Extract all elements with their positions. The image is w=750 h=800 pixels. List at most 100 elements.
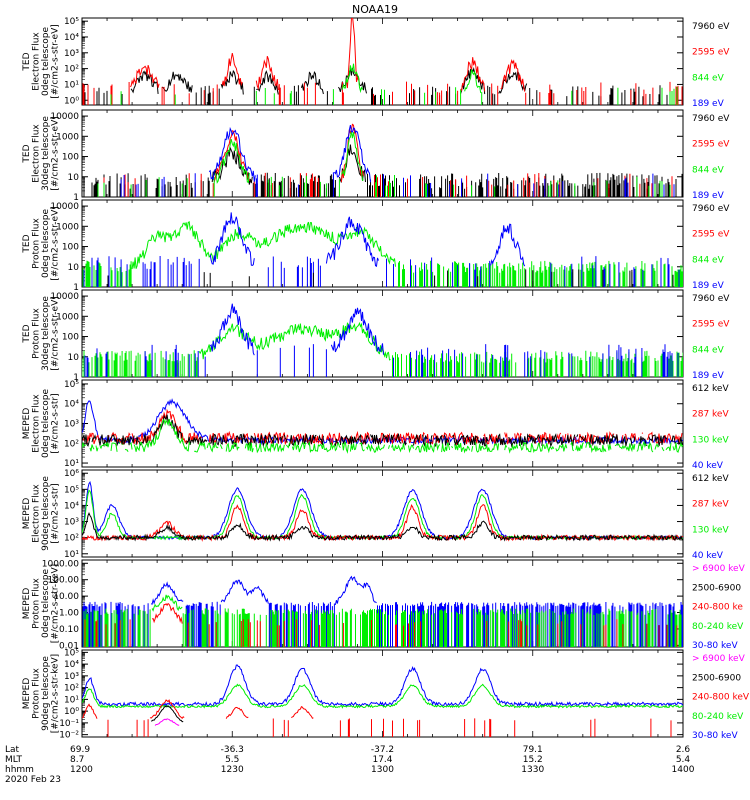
y-axis-label-line: 0deg telescope	[41, 27, 51, 97]
y-axis-label-line: TED	[22, 324, 32, 343]
y-tick-label: 10000	[50, 112, 79, 122]
y-tick-label: 10⁶	[64, 469, 79, 479]
series-green-trace	[82, 321, 683, 377]
series-blue-trace	[120, 124, 675, 197]
y-axis-label-line: Electron Flux	[31, 394, 41, 453]
panel-frame	[81, 649, 684, 738]
footer-hhmm-value: 1230	[221, 765, 244, 775]
series-blue-trace	[82, 664, 683, 708]
y-tick-label: 10⁵	[64, 380, 79, 390]
series-red-trace	[84, 602, 678, 647]
footer-date: 2020 Feb 23	[5, 775, 61, 785]
y-axis-label-line: [#/cm2-s-str-eV]	[50, 24, 60, 99]
legend-entry: 189 eV	[692, 371, 725, 381]
legend-entry: 40 keV	[692, 461, 724, 471]
series-green-trace	[82, 418, 683, 454]
legend-entry: > 6900 keV	[692, 564, 746, 574]
y-axis-label-line: TED	[22, 234, 32, 253]
y-tick-label: 10⁴	[64, 400, 79, 410]
legend-entry: 7960 eV	[692, 204, 730, 214]
y-axis-label-line: MEPED	[22, 588, 32, 620]
y-tick-label: 1000	[56, 222, 79, 232]
y-tick-label: 0.10	[59, 625, 79, 635]
footer-lat-value: 2.6	[676, 745, 691, 755]
series-red-trace	[82, 699, 672, 737]
y-tick-label: 10	[68, 353, 80, 363]
legend-entry: 287 keV	[692, 410, 729, 420]
y-axis-label-line: 30deg telescope	[41, 116, 51, 191]
legend-entry: 844 eV	[692, 165, 725, 175]
series-green-trace	[82, 220, 683, 287]
footer-mlt-value: 8.7	[70, 755, 84, 765]
y-tick-label: 10²	[64, 684, 79, 694]
y-tick-label: 100	[62, 333, 79, 343]
footer-mlt-value: 15.2	[523, 755, 543, 765]
y-axis-label: MEPEDElectron Flux0deg telescope[#/cm2-s…	[22, 389, 61, 459]
y-axis-label-line: 0deg telescope	[41, 209, 51, 279]
legend-entry: 189 eV	[692, 281, 725, 291]
y-axis-label-line: Electron Flux	[31, 124, 41, 183]
legend-entry: 2500-6900	[692, 583, 741, 593]
y-axis-label-line: Proton Flux	[31, 668, 41, 719]
series-black-trace	[107, 269, 674, 287]
legend-entry: 287 keV	[692, 500, 729, 510]
y-axis-label: TEDElectron Flux0deg telescope[#/cm2-s-s…	[22, 24, 61, 99]
legend-entry: 844 eV	[692, 345, 725, 355]
y-axis-label: MEPEDProton Flux90deg telescope[#/cm2-s-…	[22, 654, 61, 733]
y-tick-label: 1	[73, 193, 79, 203]
series-group	[82, 398, 683, 454]
y-tick-label: 10⁻¹	[59, 719, 79, 729]
legend-entry: 80-240 keV	[692, 622, 744, 632]
y-tick-label: 10²	[64, 534, 79, 544]
y-axis-label: MEPEDElectron Flux90deg telescope[#/cm2-…	[22, 476, 61, 551]
series-green-trace	[97, 130, 671, 197]
y-tick-label: 10⁵	[64, 17, 79, 27]
footer-lat-value: 69.9	[70, 745, 90, 755]
footer-lat-value: -37.2	[371, 745, 394, 755]
footer-lat-value: -36.3	[221, 745, 244, 755]
legend-entry: 612 keV	[692, 474, 729, 484]
series-group	[82, 18, 683, 105]
series-magenta-trace	[154, 718, 180, 726]
y-axis-label-line: Proton Flux	[31, 218, 41, 269]
y-tick-label: 1	[73, 373, 79, 383]
y-tick-label: 10¹	[64, 695, 79, 705]
y-tick-label: 10	[68, 173, 80, 183]
series-group	[82, 664, 683, 737]
y-axis-label: TEDElectron Flux30deg telescope[#/cm2-s-…	[22, 116, 61, 191]
y-tick-label: 10³	[64, 49, 79, 59]
y-axis-label-line: [#/cm2-s-str-keV]	[50, 564, 60, 643]
y-axis-label-line: TED	[22, 144, 32, 163]
y-axis-label: MEPEDProton Flux0deg telescope[#/cm2-s-s…	[22, 564, 61, 643]
series-green-trace	[110, 63, 678, 105]
y-tick-label: 100.00	[48, 576, 80, 586]
y-tick-label: 100	[62, 153, 79, 163]
footer-hhmm-value: 1300	[371, 765, 394, 775]
series-group	[83, 123, 683, 197]
legend-entry: 2500-6900	[692, 673, 741, 683]
footer-lat-value: 79.1	[523, 745, 543, 755]
y-axis-label-line: 30deg telescope	[41, 296, 51, 371]
y-tick-label: 10⁰	[64, 707, 79, 717]
y-tick-label: 0.01	[59, 641, 79, 651]
footer-mlt-value: 5.5	[225, 755, 239, 765]
legend-entry: 189 eV	[692, 99, 725, 109]
series-red-trace	[82, 504, 683, 542]
series-group	[82, 481, 683, 542]
series-blue-trace	[84, 303, 679, 377]
y-tick-label: 10¹	[64, 550, 79, 560]
series-green-trace	[83, 594, 682, 647]
series-black-trace	[82, 414, 683, 448]
legend-entry: 189 eV	[692, 191, 725, 201]
footer-mlt-value: 17.4	[372, 755, 392, 765]
y-tick-label: 10³	[64, 518, 79, 528]
legend-entry: 2595 eV	[692, 48, 730, 58]
legend-entry: 30-80 keV	[692, 641, 738, 651]
y-tick-label: 10⁴	[64, 33, 79, 43]
footer-hhmm-value: 1400	[672, 765, 695, 775]
